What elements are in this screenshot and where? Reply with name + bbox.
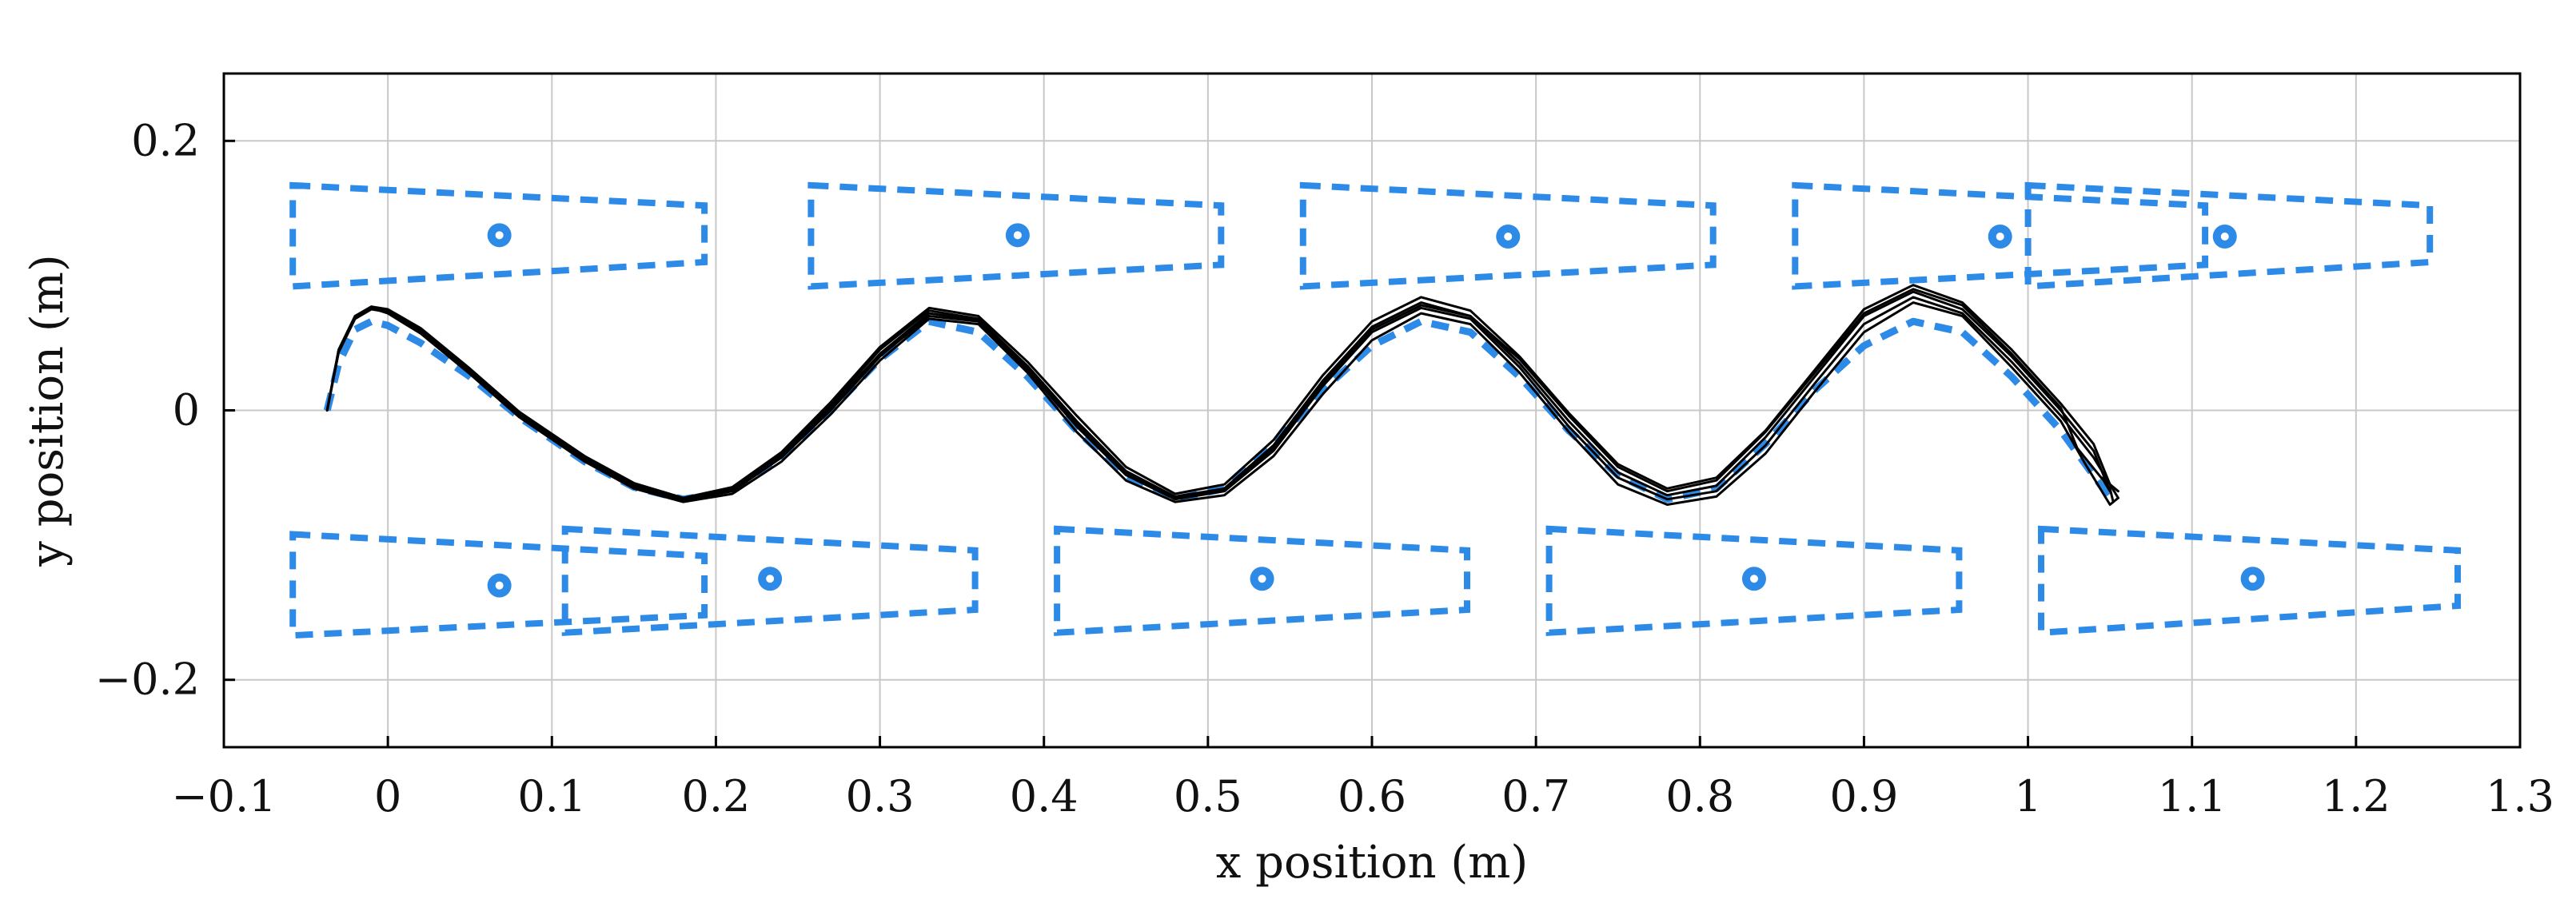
- target-marker-dot-2: [1504, 233, 1513, 241]
- target-marker-dot-1: [1013, 231, 1022, 240]
- x-tick-label-13: 1.2: [2322, 771, 2391, 821]
- trajectory-line-2: [325, 301, 2119, 506]
- target-marker-dot-7: [1258, 575, 1266, 583]
- target-markers: [487, 223, 2265, 598]
- target-marker-6: [758, 567, 783, 591]
- target-region-9: [2038, 525, 2461, 636]
- x-axis-label: x position (m): [1216, 837, 1528, 889]
- x-tick-label-0: −0.1: [171, 771, 276, 821]
- target-marker-1: [1005, 223, 1030, 248]
- target-marker-2: [1496, 225, 1521, 249]
- target-marker-dot-8: [1749, 575, 1758, 583]
- x-tick-label-7: 0.6: [1338, 771, 1406, 821]
- target-region-6: [561, 525, 979, 636]
- x-tick-label-8: 0.7: [1501, 771, 1570, 821]
- x-tick-label-5: 0.4: [1010, 771, 1079, 821]
- target-marker-5: [487, 573, 512, 598]
- target-marker-dot-5: [495, 581, 504, 590]
- target-marker-dot-4: [2220, 233, 2229, 241]
- target-marker-8: [1741, 567, 1766, 591]
- x-tick-label-2: 0.1: [517, 771, 586, 821]
- x-tick-label-12: 1.1: [2158, 771, 2227, 821]
- target-region-0: [289, 181, 708, 290]
- target-region-2: [1299, 181, 1717, 290]
- trajectory-series: [325, 284, 2119, 506]
- target-marker-dot-0: [495, 231, 504, 240]
- target-region-1: [807, 181, 1225, 290]
- target-region-3: [1792, 181, 2209, 290]
- target-marker-dot-3: [1996, 233, 2004, 241]
- y-tick-label-0: −0.2: [95, 654, 200, 705]
- x-tick-label-14: 1.3: [2486, 771, 2554, 821]
- y-tick-label-1: 0: [173, 385, 200, 436]
- target-marker-4: [2212, 225, 2237, 249]
- x-tick-label-6: 0.5: [1174, 771, 1242, 821]
- trajectory-line-4: [325, 288, 2115, 503]
- target-marker-3: [1988, 225, 2012, 249]
- x-tick-label-11: 1: [2014, 771, 2041, 821]
- x-tick-label-1: 0: [374, 771, 401, 821]
- grid-lines: [223, 74, 2521, 747]
- target-region-4: [2024, 181, 2434, 290]
- target-marker-7: [1250, 567, 1274, 591]
- y-tick-labels: −0.2 0 0.2: [95, 115, 235, 705]
- x-tick-labels: −0.1 0 0.1 0.2 0.3 0.4 0.5 0.6 0.7 0.8 0.9 1 1.1 1.2 1…: [171, 736, 2554, 821]
- target-regions: [289, 181, 2461, 639]
- target-region-7: [1054, 525, 1470, 636]
- target-marker-dot-9: [2248, 575, 2257, 583]
- target-marker-0: [487, 223, 512, 248]
- y-axis-label: y position (m): [22, 254, 74, 567]
- x-tick-label-4: 0.3: [846, 771, 915, 821]
- y-tick-label-2: 0.2: [131, 115, 200, 165]
- x-tick-label-3: 0.2: [681, 771, 750, 821]
- x-tick-label-9: 0.8: [1665, 771, 1734, 821]
- trajectory-line-3: [325, 284, 2119, 499]
- target-marker-9: [2240, 567, 2265, 591]
- x-tick-label-10: 0.9: [1829, 771, 1898, 821]
- target-region-8: [1545, 525, 1963, 636]
- target-marker-dot-6: [766, 575, 775, 583]
